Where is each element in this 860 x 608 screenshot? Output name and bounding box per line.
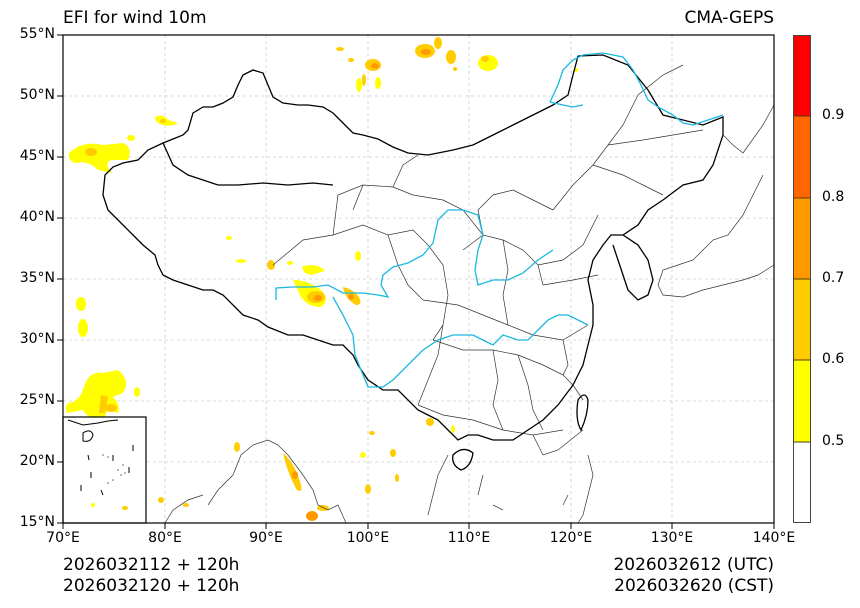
map-title: EFI for wind 10m: [63, 8, 207, 28]
y-tick-30: 30°N: [19, 331, 55, 347]
x-tick-80: 80°E: [148, 530, 182, 546]
init-time-cst: 2026032120 + 120h: [63, 576, 240, 596]
valid-time-utc: 2026032612 (UTC): [613, 555, 774, 575]
y-tick-20: 20°N: [19, 453, 55, 469]
y-tick-45: 45°N: [19, 148, 55, 164]
colorbar-bin-0.7: [793, 198, 811, 279]
x-tick-130: 130°E: [650, 530, 694, 546]
x-tick-70: 70°E: [46, 530, 80, 546]
init-time-block: 2026032112 + 120h 2026032120 + 120h: [63, 555, 239, 597]
y-tick-55: 55°N: [19, 26, 55, 42]
x-tick-90: 90°E: [249, 530, 283, 546]
south-china-sea-inset: [62, 416, 147, 524]
colorbar-bin-0.9: [793, 35, 811, 116]
x-tick-100: 100°E: [346, 530, 390, 546]
colorbar-bin-0.6: [793, 279, 811, 360]
x-tick-110: 110°E: [447, 530, 491, 546]
coastlines: [164, 104, 775, 524]
y-tick-50: 50°N: [19, 87, 55, 103]
y-tick-35: 35°N: [19, 270, 55, 286]
axis-ticks: [57, 34, 775, 529]
province-boundaries: [272, 64, 704, 456]
national-borders: [102, 54, 724, 471]
map-plot-area: [57, 34, 775, 529]
colorbar-label-0.9: 0.9: [822, 107, 845, 123]
valid-time-cst: 2026032620 (CST): [614, 576, 774, 596]
map-canvas: [57, 34, 775, 529]
init-time-utc: 2026032112 + 120h: [63, 555, 240, 575]
colorbar-bin-below: [793, 442, 811, 523]
rivers: [275, 52, 724, 388]
colorbar-label-0.7: 0.7: [822, 270, 845, 286]
colorbar: [793, 35, 811, 523]
gridlines: [63, 35, 774, 523]
y-tick-15: 15°N: [19, 514, 55, 530]
colorbar-label-0.8: 0.8: [822, 189, 845, 205]
colorbar-bin-0.5: [793, 360, 811, 442]
model-name: CMA-GEPS: [684, 8, 774, 28]
y-tick-25: 25°N: [19, 392, 55, 408]
valid-time-block: 2026032612 (UTC) 2026032620 (CST): [613, 555, 774, 597]
colorbar-label-0.5: 0.5: [822, 433, 845, 449]
x-tick-140: 140°E: [752, 530, 796, 546]
y-tick-40: 40°N: [19, 209, 55, 225]
x-tick-120: 120°E: [549, 530, 593, 546]
colorbar-bin-0.8: [793, 116, 811, 198]
colorbar-label-0.6: 0.6: [822, 351, 845, 367]
efi-shading: [65, 37, 578, 521]
